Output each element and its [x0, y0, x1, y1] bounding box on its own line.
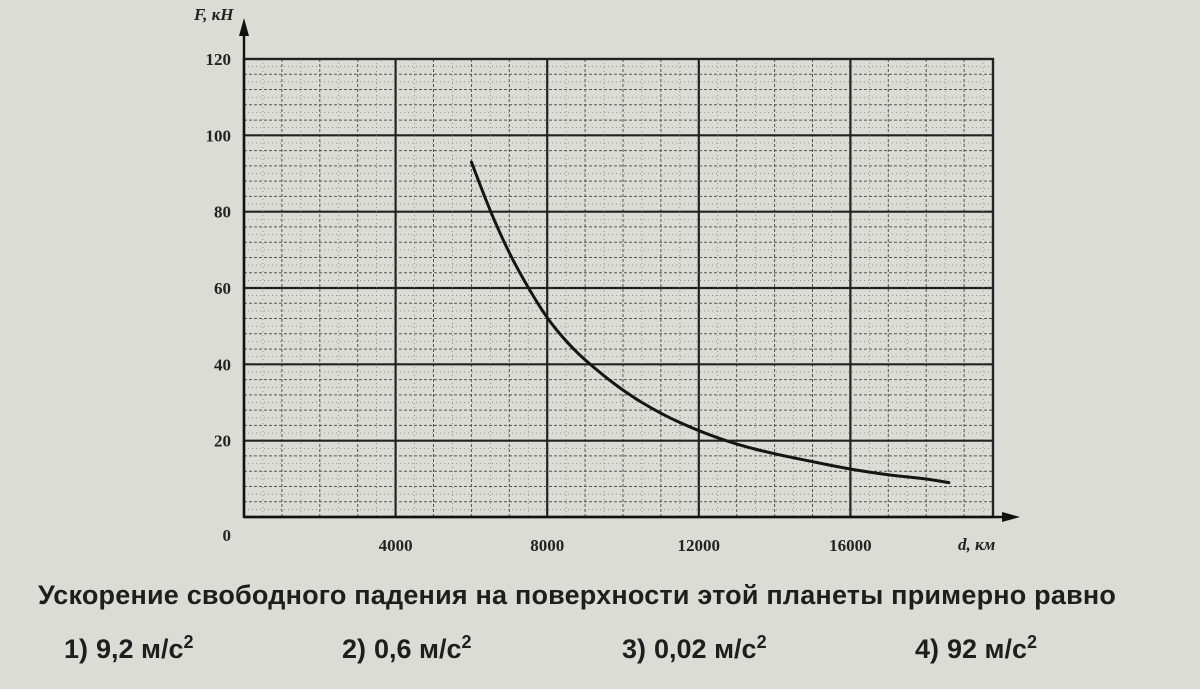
answer-value: 0,02 м/с [654, 634, 757, 664]
y-axis-arrow [239, 18, 249, 36]
chart-series [469, 160, 951, 485]
y-tick-label: 0 [223, 526, 232, 545]
x-axis-arrow [1002, 512, 1020, 522]
answer-value: 9,2 м/с [96, 634, 184, 664]
x-tick-label: 4000 [379, 536, 413, 555]
chart-axes [239, 18, 1020, 522]
y-axis-title: F, кН [193, 5, 234, 24]
answer-exponent: 2 [461, 632, 472, 652]
answer-value: 92 м/с [947, 634, 1028, 664]
answer-number: 3) [622, 634, 647, 664]
answer-exponent: 2 [1027, 632, 1038, 652]
answer-exponent: 2 [183, 632, 194, 652]
x-axis-title: d, км [958, 535, 996, 554]
question-text: Ускорение свободного падения на поверхно… [38, 580, 1117, 610]
y-tick-label: 100 [206, 126, 232, 145]
answer-option-1[interactable]: 1) 9,2 м/с2 [64, 632, 194, 665]
y-tick-label: 120 [206, 50, 232, 69]
y-tick-label: 80 [214, 203, 231, 222]
force-curve [469, 160, 951, 485]
answer-option-4[interactable]: 4) 92 м/с2 [915, 632, 1037, 665]
chart-grid [242, 57, 995, 519]
x-tick-label: 8000 [530, 536, 564, 555]
answer-value: 0,6 м/с [374, 634, 462, 664]
answer-exponent: 2 [756, 632, 767, 652]
chart-tick-labels: 0 20 40 60 80 100 120 4000 8000 12000 16000 [206, 50, 872, 555]
y-tick-label: 20 [214, 432, 231, 451]
x-tick-label: 12000 [678, 536, 721, 555]
y-tick-label: 60 [214, 279, 231, 298]
answer-number: 4) [915, 634, 940, 664]
answer-number: 1) [64, 634, 89, 664]
y-tick-label: 40 [214, 355, 231, 374]
answer-option-3[interactable]: 3) 0,02 м/с2 [622, 632, 767, 665]
x-tick-label: 16000 [829, 536, 872, 555]
answer-number: 2) [342, 634, 367, 664]
answer-option-2[interactable]: 2) 0,6 м/с2 [342, 632, 472, 665]
